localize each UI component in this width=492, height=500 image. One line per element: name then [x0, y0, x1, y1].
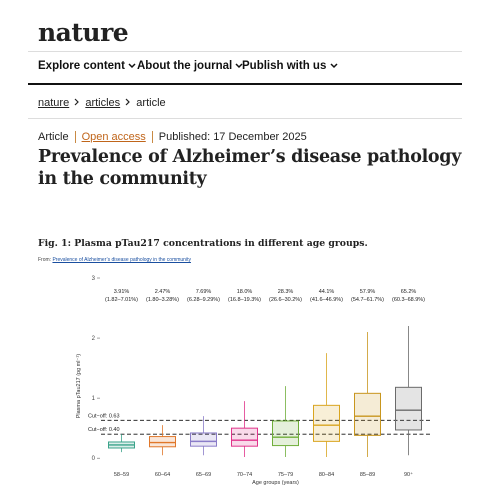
x-tick-label: 70–74 [237, 472, 252, 478]
ci-label: (16.8–19.3%) [228, 297, 261, 303]
published-date: Published: 17 December 2025 [151, 131, 313, 143]
prevalence-label: 65.2% [401, 289, 417, 295]
ci-label: (41.6–46.9%) [310, 297, 343, 303]
divider [28, 83, 462, 85]
prevalence-label: 3.91% [114, 289, 130, 295]
y-tick-label: 1 [92, 396, 96, 402]
prevalence-label: 7.69% [196, 289, 212, 295]
article-title: Prevalence of Alzheimer’s disease pathol… [38, 147, 462, 189]
box [272, 420, 299, 447]
box [190, 432, 217, 447]
x-tick-label: 80–84 [319, 472, 334, 478]
box [313, 404, 340, 442]
box [149, 436, 176, 448]
prevalence-label: 57.9% [360, 289, 376, 295]
article-type: Article [38, 131, 69, 143]
prevalence-label: 2.47% [155, 289, 171, 295]
x-tick-label: 60–64 [155, 472, 170, 478]
ci-label: (26.6–30.2%) [269, 297, 302, 303]
nav-item[interactable]: About the journal [137, 60, 243, 72]
cutoff-label: Cut−off: 0.40 [88, 427, 120, 433]
ci-label: (1.82–7.01%) [105, 297, 138, 303]
x-tick-label: 85–89 [360, 472, 375, 478]
divider [28, 118, 462, 119]
y-tick-label: 3 [92, 276, 96, 282]
y-tick-label: 0 [92, 456, 96, 462]
ci-label: (1.80–3.28%) [146, 297, 179, 303]
figure-title: Fig. 1: Plasma pTau217 concentrations in… [38, 238, 368, 249]
prevalence-label: 18.0% [237, 289, 253, 295]
nav-item[interactable]: Explore content [38, 60, 136, 72]
breadcrumb-link[interactable]: nature [38, 97, 70, 109]
x-tick-label: 90⁺ [404, 471, 413, 478]
logo[interactable]: nature [38, 18, 129, 47]
x-tick-label: 65–69 [196, 472, 211, 478]
breadcrumb-link[interactable]: articles [85, 97, 121, 109]
x-tick-label: 58–59 [114, 472, 129, 478]
breadcrumb: nature articles article [38, 97, 166, 109]
box [354, 392, 381, 436]
y-tick-label: 2 [92, 336, 96, 342]
box [395, 386, 422, 431]
ci-label: (6.28–9.29%) [187, 297, 220, 303]
figure-source: From: Prevalence of Alzheimer’s disease … [38, 257, 191, 263]
ci-label: (60.3–68.9%) [392, 297, 425, 303]
article-meta: Article Open access Published: 17 Decemb… [38, 131, 313, 143]
box [231, 427, 258, 447]
nav-item[interactable]: Publish with us [242, 60, 338, 72]
y-axis-label: Plasma pTau217 (pg ml⁻¹) [76, 354, 82, 419]
open-access[interactable]: Open access [74, 131, 152, 143]
divider [28, 51, 462, 52]
prevalence-label: 28.3% [278, 289, 294, 295]
prevalence-label: 44.1% [319, 289, 335, 295]
x-tick-label: 75–79 [278, 472, 293, 478]
x-axis-label: Age groups (years) [252, 480, 299, 486]
cutoff-label: Cut−off: 0.63 [88, 413, 120, 419]
ci-label: (54.7–61.7%) [351, 297, 384, 303]
source-link[interactable]: Prevalence of Alzheimer’s disease pathol… [52, 257, 191, 263]
breadcrumb-current: article [136, 97, 166, 109]
